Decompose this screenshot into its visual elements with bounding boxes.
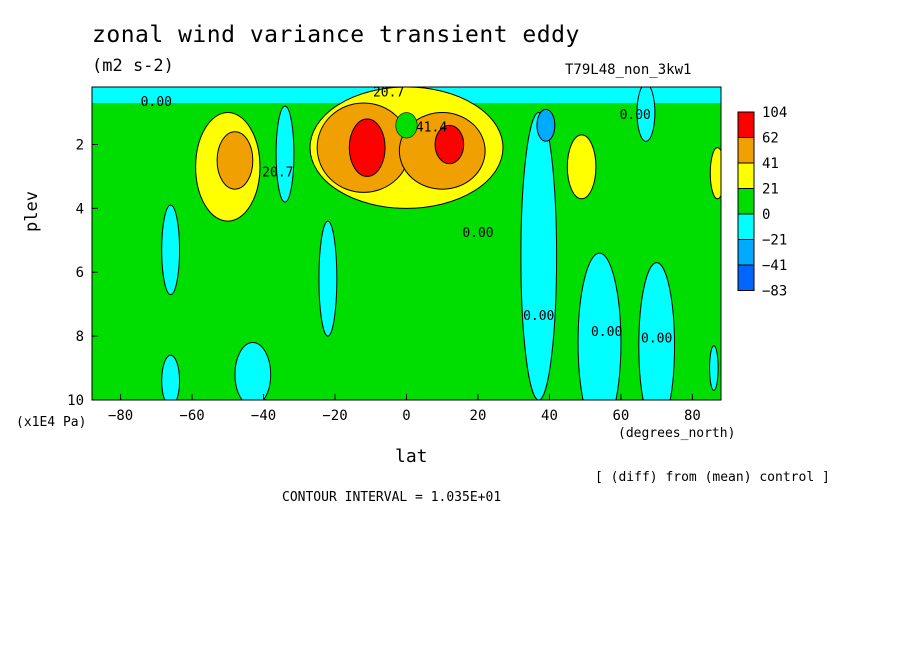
colorbar-label: −41 [762, 258, 787, 274]
x-axis-label: lat [395, 446, 428, 467]
contour-region-0_to_21 [395, 112, 418, 139]
contour-region-62_to_104 [434, 124, 465, 165]
contour-region--21_to_0 [275, 105, 295, 203]
x-tick-label: 40 [541, 408, 558, 424]
contour-region--21_to_0 [161, 354, 181, 400]
contour-region-21_to_41 [566, 134, 597, 200]
x-tick-label: 20 [470, 408, 487, 424]
y-tick-label: 4 [76, 201, 84, 217]
contour-region--21_to_0 [636, 87, 656, 142]
contour-region-62_to_104 [348, 118, 386, 177]
y-axis-ticks: 2 4 6 8 10 [67, 137, 98, 409]
contour-labels: 0.00 20.7 41.4 20.7 0.00 0.00 0.00 0.00 0.00 [141, 86, 673, 347]
colorbar-swatch [737, 111, 755, 138]
contour-region-21_to_41 [709, 147, 721, 200]
colorbar-swatch [737, 162, 755, 189]
filled-contours [92, 87, 721, 400]
run-label: T79L48_non_3kw1 [565, 62, 692, 78]
contour-label: 0.00 [523, 309, 554, 324]
chart-title: zonal wind variance transient eddy [92, 22, 580, 48]
colorbar-swatch [737, 213, 755, 240]
contour-region--21_to_0 [520, 112, 558, 400]
contour-label: 41.4 [416, 121, 447, 136]
contour-region--21_to_0 [234, 342, 272, 400]
y-axis-unit: (x1E4 Pa) [16, 415, 87, 430]
x-tick-label: −20 [322, 408, 347, 424]
contour-region--41_to_-21 [536, 108, 556, 142]
contour-label: 0.00 [620, 108, 651, 123]
colorbar-swatch [737, 188, 755, 215]
colorbar-swatch [737, 264, 755, 291]
x-tick-label: −40 [251, 408, 276, 424]
contour-label: 0.00 [591, 325, 622, 340]
x-tick-label: −60 [179, 408, 204, 424]
x-tick-label: 60 [613, 408, 630, 424]
colorbar-label: 0 [762, 207, 770, 223]
y-tick-label: 6 [76, 265, 84, 281]
contour-region--21_to_0 [161, 204, 181, 296]
colorbar: 104 62 41 21 0 −21 −41 −83 [737, 105, 787, 300]
colorbar-label: −83 [762, 284, 787, 300]
y-tick-label: 8 [76, 329, 84, 345]
x-tick-label: 80 [684, 408, 701, 424]
diff-note: [ (diff) from (mean) control ] [595, 470, 830, 485]
contour-label: 0.00 [641, 332, 672, 347]
contour-label: 20.7 [373, 86, 404, 101]
colorbar-swatch [737, 137, 755, 164]
contour-label: 0.00 [462, 226, 493, 241]
contour-interval-text: CONTOUR INTERVAL = 1.035E+01 [282, 490, 502, 505]
chart-units: (m2 s-2) [92, 56, 174, 76]
colorbar-label: −21 [762, 233, 787, 249]
contour-region--21_to_0 [709, 345, 719, 391]
colorbar-swatch [737, 239, 755, 266]
contour-label: 0.00 [141, 95, 172, 110]
colorbar-label: 62 [762, 131, 779, 147]
colorbar-label: 41 [762, 156, 779, 172]
x-axis-ticks: −80 −60 −40 −20 0 20 40 60 80 [108, 394, 701, 424]
contour-region--21_to_0 [318, 220, 338, 337]
x-tick-label: −80 [108, 408, 133, 424]
contour-region--21_to_0 [577, 252, 622, 400]
contour-label: 20.7 [262, 165, 293, 180]
x-tick-label: 0 [402, 408, 410, 424]
y-tick-label: 2 [76, 137, 84, 153]
colorbar-label: 21 [762, 182, 779, 198]
contour-region--21_to_0 [638, 262, 676, 400]
contour-region-41_to_62 [216, 131, 254, 190]
y-tick-label: 10 [67, 393, 84, 409]
colorbar-label: 104 [762, 105, 787, 121]
x-axis-unit: (degrees_north) [618, 426, 736, 441]
